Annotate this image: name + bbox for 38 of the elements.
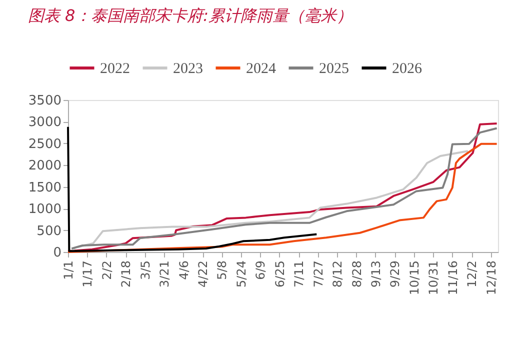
x-tick-label: 10/15 [407, 260, 422, 296]
legend-label: 2022 [100, 61, 130, 77]
x-tick-label: 2/18 [119, 260, 134, 288]
x-tick-label: 9/29 [388, 260, 402, 288]
x-tick-label: 12/2 [465, 260, 480, 288]
x-tick-label: 4/6 [176, 260, 191, 280]
x-tick-label: 8/28 [350, 260, 364, 288]
x-tick-label: 3/5 [138, 260, 152, 280]
y-tick-label: 0 [53, 246, 62, 260]
legend-label: 2025 [319, 61, 349, 77]
x-tick-label: 3/21 [158, 260, 172, 288]
y-tick-label: 2000 [28, 158, 62, 174]
x-tick-label: 5/24 [234, 260, 248, 288]
y-tick-label: 2500 [28, 136, 62, 152]
x-tick-label: 9/13 [368, 260, 383, 288]
legend-label: 2023 [173, 61, 203, 77]
x-tick-label: 11/16 [446, 260, 460, 296]
x-tick-label: 5/8 [215, 260, 230, 280]
x-tick-label: 7/11 [292, 260, 306, 288]
line-series [67, 126, 318, 252]
x-tick-label: 6/25 [272, 260, 287, 288]
x-tick-label: 7/27 [311, 260, 326, 288]
legend-label: 2024 [246, 61, 276, 77]
y-tick-label: 3000 [28, 115, 62, 130]
x-tick-label: 1/17 [80, 260, 95, 288]
y-tick-label: 1000 [28, 202, 62, 218]
x-tick-label: 4/22 [196, 260, 210, 288]
y-tick-label: 1500 [28, 180, 62, 196]
y-tick-label: 3500 [28, 94, 62, 108]
x-tick-label: 1/1 [62, 260, 76, 280]
chart-title: 图表 8：泰国南部宋卡府:累计降雨量（毫米） [28, 6, 353, 25]
x-tick-label: 6/9 [254, 260, 268, 280]
legend-label: 2026 [392, 61, 422, 77]
x-tick-label: 10/31 [426, 260, 441, 296]
x-tick-label: 8/12 [330, 260, 345, 288]
x-tick-label: 12/18 [484, 260, 498, 296]
x-tick-label: 2/2 [100, 260, 114, 280]
y-tick-label: 500 [36, 224, 62, 239]
